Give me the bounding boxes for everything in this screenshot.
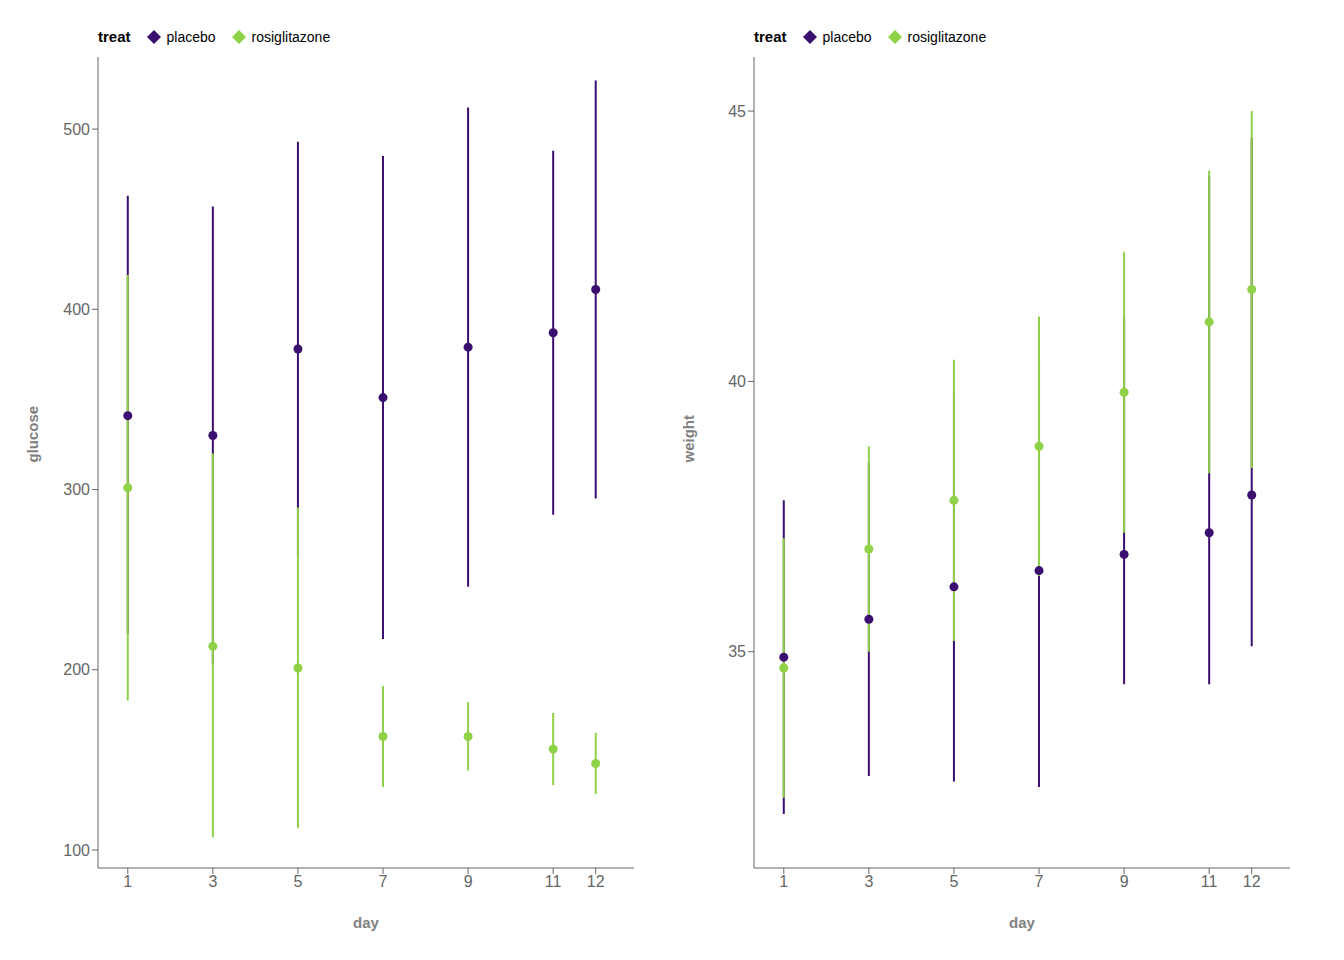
- svg-text:glucose: glucose: [24, 406, 41, 463]
- svg-text:40: 40: [728, 373, 746, 390]
- svg-text:9: 9: [1120, 873, 1129, 890]
- svg-text:11: 11: [1201, 873, 1218, 890]
- svg-text:7: 7: [1035, 873, 1044, 890]
- html-text:treat: treat: [98, 28, 131, 45]
- svg-text:day: day: [1009, 914, 1036, 931]
- svg-text:12: 12: [587, 873, 605, 890]
- svg-text:day: day: [353, 914, 380, 931]
- svg-text:3: 3: [864, 873, 873, 890]
- html-text:placebo: placebo: [822, 28, 872, 45]
- html-text:rosiglitazone: rosiglitazone: [251, 28, 331, 45]
- svg-text:1: 1: [123, 873, 132, 890]
- svg-text:45: 45: [728, 103, 746, 120]
- svg-text:weight: weight: [680, 415, 697, 464]
- svg-text:500: 500: [63, 121, 90, 138]
- svg-text:1: 1: [779, 873, 788, 890]
- svg-text:35: 35: [728, 643, 746, 660]
- svg-text:3: 3: [208, 873, 217, 890]
- svg-text:5: 5: [293, 873, 302, 890]
- svg-text:200: 200: [63, 661, 90, 678]
- svg-text:9: 9: [464, 873, 473, 890]
- html-text:rosiglitazone: rosiglitazone: [907, 28, 987, 45]
- svg-text:5: 5: [949, 873, 958, 890]
- html-text:placebo: placebo: [166, 28, 216, 45]
- svg-text:300: 300: [63, 481, 90, 498]
- svg-text:400: 400: [63, 301, 90, 318]
- svg-text:12: 12: [1243, 873, 1261, 890]
- svg-text:7: 7: [379, 873, 388, 890]
- svg-text:11: 11: [545, 873, 562, 890]
- svg-text:100: 100: [63, 842, 90, 859]
- html-text:treat: treat: [754, 28, 787, 45]
